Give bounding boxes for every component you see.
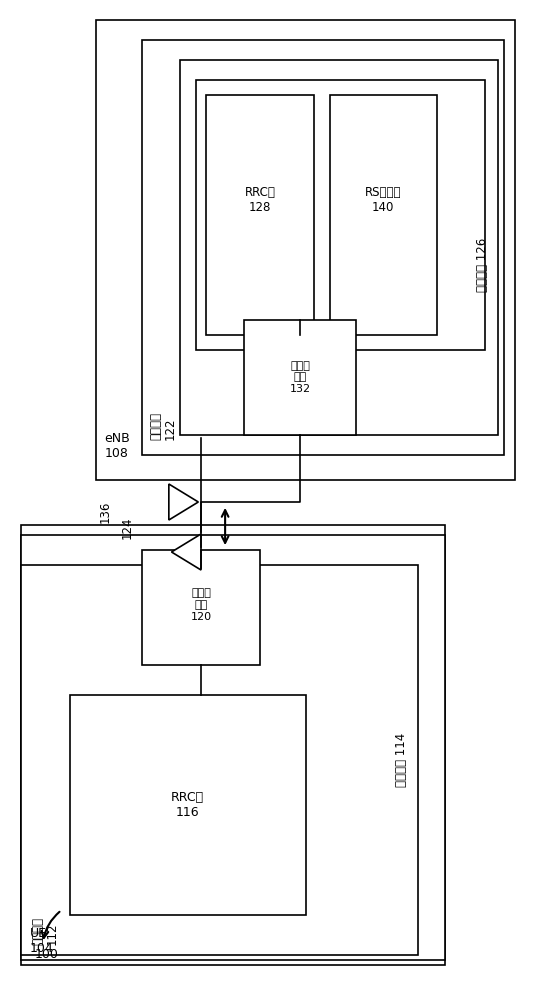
FancyBboxPatch shape: [244, 320, 356, 435]
Text: 控制电路 126: 控制电路 126: [476, 238, 489, 292]
FancyBboxPatch shape: [21, 565, 418, 955]
Polygon shape: [172, 534, 201, 570]
Text: UE
104: UE 104: [29, 927, 53, 955]
Text: eNB
108: eNB 108: [105, 432, 130, 460]
Text: 收发机
电路
132: 收发机 电路 132: [289, 361, 311, 394]
Text: RRC层
116: RRC层 116: [171, 791, 204, 819]
Text: RS生成器
140: RS生成器 140: [365, 186, 401, 214]
FancyBboxPatch shape: [21, 535, 445, 960]
FancyBboxPatch shape: [142, 550, 260, 665]
Text: 控制电路 114: 控制电路 114: [396, 733, 408, 787]
Text: RRC层
128: RRC层 128: [244, 186, 276, 214]
FancyBboxPatch shape: [21, 525, 445, 965]
FancyBboxPatch shape: [70, 695, 306, 915]
FancyBboxPatch shape: [142, 40, 504, 455]
FancyBboxPatch shape: [196, 80, 485, 350]
Polygon shape: [169, 484, 198, 520]
FancyBboxPatch shape: [330, 95, 437, 335]
Text: 136: 136: [99, 501, 112, 523]
FancyBboxPatch shape: [96, 20, 515, 480]
Text: 收发机
电路
120: 收发机 电路 120: [190, 588, 212, 622]
Text: 124: 124: [121, 517, 133, 539]
Text: 100: 100: [35, 948, 59, 962]
Text: 通信设备
122: 通信设备 122: [149, 412, 177, 440]
Text: 通信设备
112: 通信设备 112: [31, 917, 59, 945]
FancyBboxPatch shape: [180, 60, 498, 435]
FancyBboxPatch shape: [206, 95, 314, 335]
